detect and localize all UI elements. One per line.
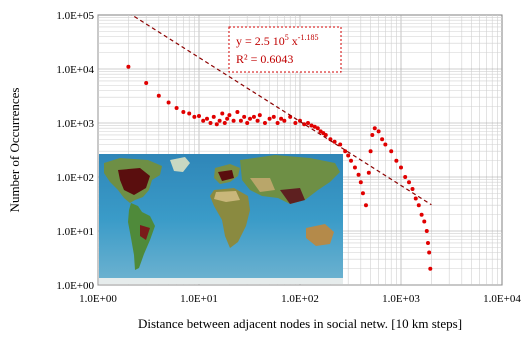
data-point — [201, 118, 206, 123]
x-tick-label: 1.0E+00 — [79, 293, 117, 305]
data-point — [225, 116, 230, 121]
data-point — [275, 121, 280, 125]
data-point — [166, 100, 171, 105]
data-point — [279, 116, 284, 121]
data-point — [271, 114, 276, 119]
r-squared-label: R² = 0.6043 — [236, 52, 293, 66]
x-axis-label: Distance between adjacent nodes in socia… — [138, 316, 462, 331]
data-point — [242, 114, 247, 119]
trendline-group — [130, 15, 432, 206]
data-point — [406, 180, 411, 185]
data-point — [419, 212, 424, 217]
data-point — [343, 149, 348, 154]
data-point — [197, 113, 201, 118]
data-point — [416, 203, 421, 208]
data-point — [315, 126, 320, 131]
y-tick-label: 1.0E+04 — [56, 64, 94, 76]
equation-label: y = 2.5 105 x-1.185 — [236, 33, 318, 48]
data-point — [394, 158, 399, 163]
data-point — [360, 191, 365, 196]
data-point — [227, 113, 232, 118]
data-point — [181, 109, 186, 114]
data-point — [389, 149, 394, 154]
x-tick-labels: 1.0E+00 1.0E+01 1.0E+02 1.0E+03 1.0E+04 — [79, 293, 521, 305]
data-point — [222, 121, 227, 125]
data-point — [251, 114, 256, 119]
x-tick-label: 1.0E+02 — [281, 293, 319, 305]
x-tick-label: 1.0E+01 — [180, 293, 218, 305]
data-point — [424, 229, 429, 233]
data-point — [363, 203, 368, 208]
data-point — [156, 93, 161, 98]
data-point — [231, 118, 236, 123]
data-point — [220, 111, 225, 116]
data-point — [211, 114, 216, 119]
data-point — [214, 122, 219, 127]
data-point — [358, 180, 363, 185]
scatter-series — [126, 64, 433, 271]
data-point — [383, 142, 388, 147]
data-point — [144, 81, 149, 86]
data-point — [380, 137, 385, 142]
data-point — [427, 250, 432, 255]
y-tick-label: 1.0E+00 — [56, 280, 94, 292]
data-point — [255, 118, 260, 123]
y-tick-label: 1.0E+01 — [56, 226, 94, 238]
y-tick-label: 1.0E+03 — [56, 118, 94, 130]
data-point — [370, 132, 375, 137]
data-point — [428, 266, 433, 271]
data-point — [217, 118, 222, 123]
y-axis-label: Number of Occurrences — [7, 88, 22, 213]
data-point — [323, 132, 328, 137]
data-point — [262, 121, 267, 125]
data-point — [425, 240, 430, 245]
data-point — [376, 129, 381, 134]
data-point — [235, 109, 240, 114]
data-point — [410, 186, 415, 191]
data-point — [403, 175, 408, 179]
data-point — [346, 153, 351, 158]
data-point — [238, 118, 243, 123]
data-point — [282, 118, 287, 123]
data-point — [366, 170, 371, 175]
data-point — [245, 121, 250, 125]
world-map-inset — [99, 154, 343, 284]
equation-box: y = 2.5 105 x-1.185 R² = 0.6043 — [228, 26, 342, 73]
data-point — [174, 105, 179, 110]
data-point — [257, 113, 262, 118]
data-point — [413, 196, 418, 201]
data-point — [368, 149, 373, 154]
data-point — [248, 116, 253, 121]
y-tick-label: 1.0E+02 — [56, 172, 94, 184]
data-point — [422, 219, 427, 224]
data-point — [126, 64, 131, 69]
x-tick-label: 1.0E+03 — [382, 293, 420, 305]
data-point — [192, 114, 197, 119]
data-point — [204, 116, 209, 121]
data-point — [349, 158, 354, 163]
data-point — [208, 121, 213, 125]
data-point — [267, 116, 272, 121]
x-tick-label: 1.0E+04 — [483, 293, 521, 305]
y-tick-labels: 1.0E+00 1.0E+01 1.0E+02 1.0E+03 1.0E+04 1.0E+… — [56, 10, 94, 292]
data-point — [332, 139, 337, 144]
data-point — [399, 165, 403, 170]
data-point — [352, 165, 357, 170]
data-point — [305, 121, 310, 125]
data-point — [356, 172, 361, 177]
data-point — [187, 111, 192, 116]
trendline — [130, 15, 432, 206]
y-tick-label: 1.0E+05 — [56, 10, 94, 22]
data-point — [309, 123, 314, 128]
data-point — [372, 126, 377, 131]
data-point — [338, 142, 343, 147]
data-point — [312, 124, 317, 129]
data-point — [293, 121, 298, 125]
